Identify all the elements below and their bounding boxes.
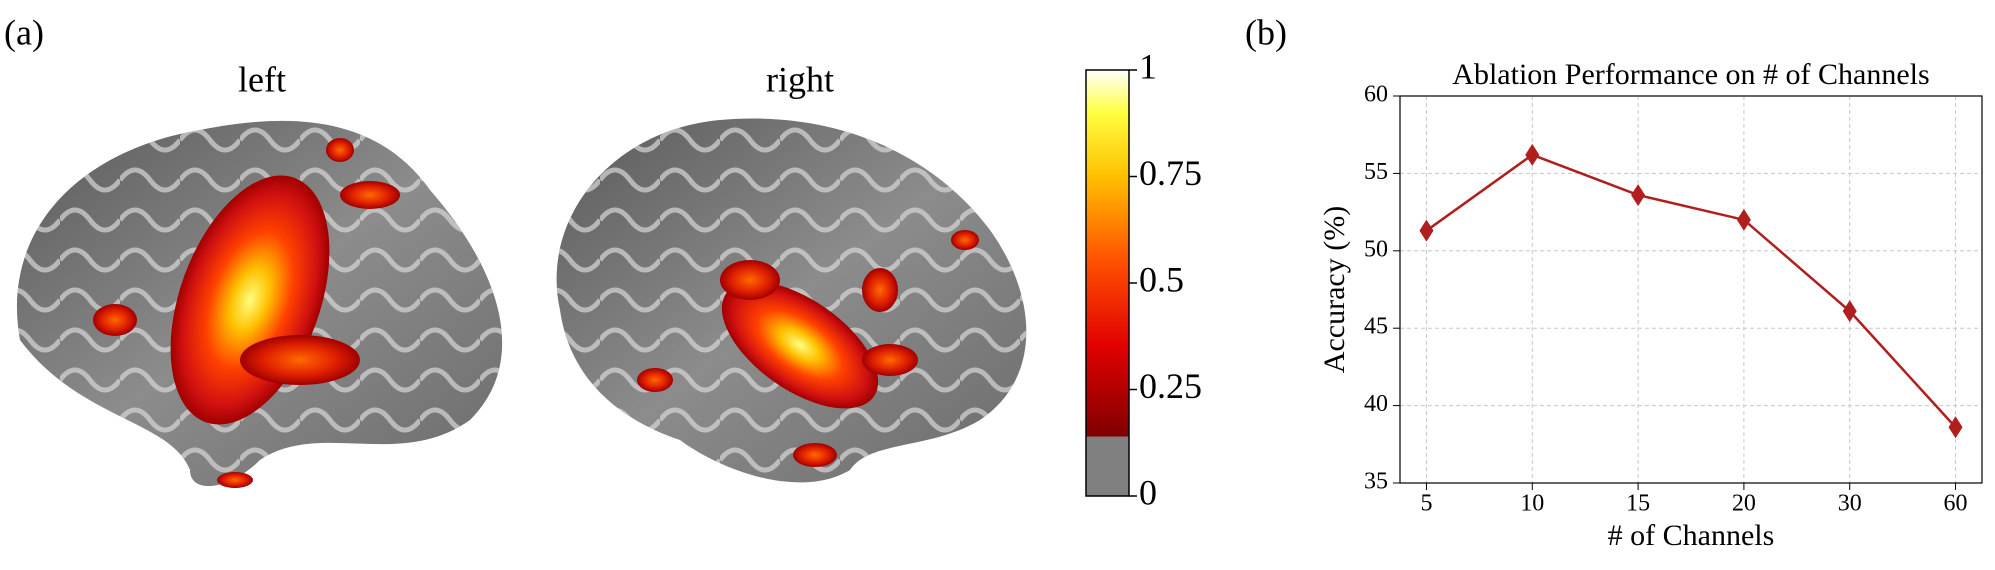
marker xyxy=(1631,184,1646,207)
colorbar-tick-label: 1 xyxy=(1139,46,1157,86)
x-tick-label: 60 xyxy=(1944,491,1968,517)
colorbar-tick-label: 0.5 xyxy=(1139,259,1184,299)
panel-label: (a) xyxy=(4,12,44,52)
marker xyxy=(1419,219,1434,242)
x-tick-label: 10 xyxy=(1520,491,1544,517)
hemisphere-label: right xyxy=(766,59,834,99)
x-tick-label: 30 xyxy=(1838,491,1862,517)
marker xyxy=(1736,208,1751,231)
series-line xyxy=(1425,153,1957,429)
y-tick-label: 60 xyxy=(1364,82,1388,108)
marker xyxy=(1525,143,1540,166)
y-tick-label: 50 xyxy=(1364,236,1388,262)
y-tick-label: 40 xyxy=(1364,391,1388,417)
x-tick-label: 5 xyxy=(1420,491,1432,517)
marker xyxy=(1948,416,1963,439)
x-tick-label: 20 xyxy=(1732,491,1756,517)
chart-title: Ablation Performance on # of Channels xyxy=(1452,58,1929,91)
y-tick-label: 35 xyxy=(1364,469,1388,495)
y-tick-label: 55 xyxy=(1364,159,1388,185)
left-brain xyxy=(16,120,503,488)
x-axis-label: # of Channels xyxy=(1608,519,1775,552)
y-axis-label: Accuracy (%) xyxy=(1318,206,1351,373)
panel-label: (b) xyxy=(1245,12,1287,52)
colorbar-tick-label: 0.75 xyxy=(1139,153,1202,193)
colorbar xyxy=(1085,69,1130,497)
hemisphere-label: left xyxy=(238,59,286,99)
x-tick-label: 15 xyxy=(1626,491,1650,517)
y-tick-label: 45 xyxy=(1364,314,1388,340)
colorbar-tick-label: 0 xyxy=(1139,472,1157,512)
marker xyxy=(1842,300,1857,323)
right-brain xyxy=(556,118,1027,483)
plot-frame xyxy=(1399,95,1983,484)
colorbar-tick-label: 0.25 xyxy=(1139,366,1202,406)
